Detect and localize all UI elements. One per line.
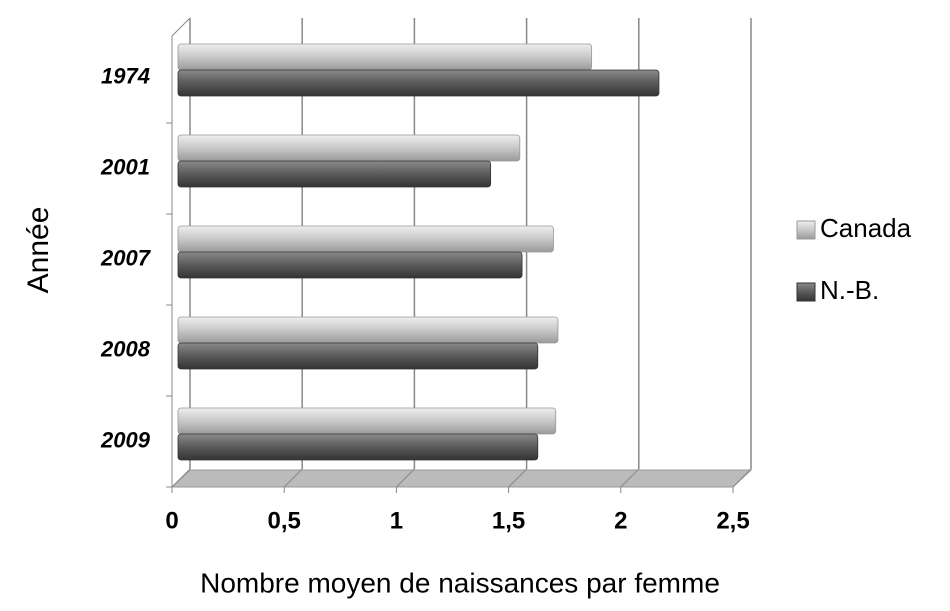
bar — [177, 225, 554, 253]
x-tick-label: 0,5 — [268, 507, 301, 534]
x-tick-label: 2 — [614, 507, 627, 534]
floor — [170, 469, 753, 488]
y-tick-label: 2008 — [100, 336, 151, 361]
bar — [177, 316, 559, 344]
legend-swatch — [796, 282, 816, 302]
bar — [177, 69, 660, 97]
y-tick-label: 1974 — [101, 63, 150, 88]
bar — [177, 433, 539, 461]
floor-grid-line — [508, 468, 527, 488]
floor-grid-line — [396, 468, 415, 488]
y-axis-label: Année — [22, 207, 55, 294]
floor-grid-line — [283, 468, 303, 488]
x-tick-label: 0 — [165, 507, 178, 534]
legend-label: N.-B. — [820, 275, 879, 305]
x-tick-label: 2,5 — [716, 507, 749, 534]
bar — [177, 43, 593, 71]
bar — [177, 342, 539, 370]
y-tick-label: 2009 — [100, 427, 151, 452]
floor-grid-line — [732, 468, 752, 488]
x-tick-label: 1 — [390, 507, 403, 534]
floor-grid-line — [620, 468, 640, 488]
x-axis-label: Nombre moyen de naissances par femme — [200, 567, 720, 598]
bar — [177, 160, 492, 188]
floor-grid-line — [171, 468, 191, 488]
y-axis-top — [171, 17, 191, 37]
legend-label: Canada — [820, 213, 912, 243]
bar — [177, 134, 521, 162]
x-tick-label: 1,5 — [492, 507, 525, 534]
y-tick-label: 2007 — [100, 245, 152, 270]
y-tick-label: 2001 — [100, 154, 150, 179]
bar — [177, 407, 557, 435]
bar — [177, 251, 523, 279]
legend-swatch — [796, 220, 816, 240]
